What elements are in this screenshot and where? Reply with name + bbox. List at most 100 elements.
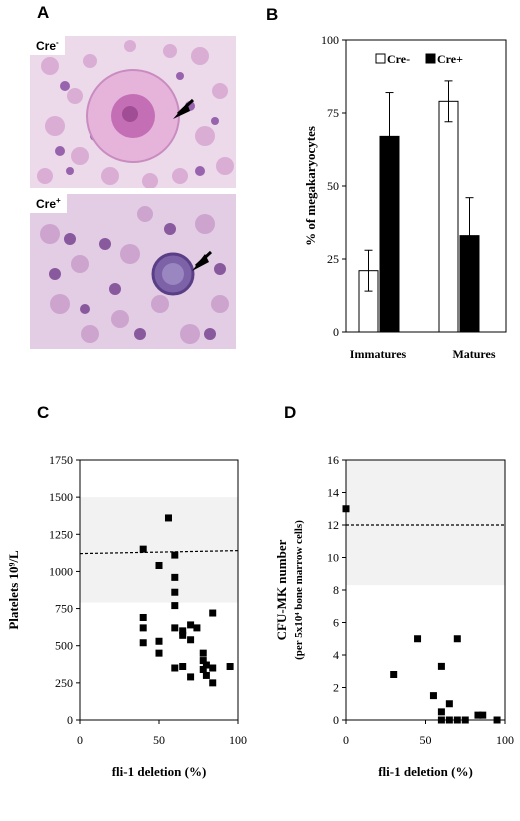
- y-tick-label: 14: [327, 486, 339, 500]
- data-point: [199, 657, 207, 665]
- data-point: [414, 635, 422, 643]
- y-axis-label: CFU-MK number: [274, 539, 289, 640]
- y-tick-label: 100: [321, 33, 339, 47]
- y-tick-label: 4: [333, 648, 339, 662]
- y-tick-label: 750: [55, 602, 73, 616]
- data-point: [193, 624, 201, 632]
- data-point: [342, 505, 350, 513]
- y-tick-label: 0: [333, 325, 339, 339]
- y-tick-label: 75: [327, 106, 339, 120]
- legend-swatch: [425, 53, 436, 64]
- y-tick-label: 8: [333, 583, 339, 597]
- y-axis-sublabel: (per 5x10⁴ bone marrow cells): [293, 520, 305, 660]
- data-point: [171, 588, 179, 596]
- data-point: [171, 664, 179, 672]
- legend-swatch: [375, 53, 386, 64]
- micrograph-cre-plus-image: [30, 194, 236, 349]
- y-axis-label: Platelets 10⁹/L: [6, 550, 21, 630]
- y-tick-label: 2: [333, 681, 339, 695]
- data-point: [139, 613, 147, 621]
- data-point: [226, 663, 234, 671]
- chart-c-platelets: 0 250 500 750 1000 1250 1500 1750 0 50 100 fli-1 de…: [6, 453, 247, 779]
- data-point: [493, 716, 501, 724]
- micrograph-cre-minus-image: [30, 36, 236, 188]
- data-point: [164, 514, 172, 522]
- y-tick-label: 500: [55, 639, 73, 653]
- reference-band: [346, 460, 505, 586]
- data-point: [437, 662, 445, 670]
- y-tick-label: 25: [327, 252, 339, 266]
- x-axis-label: fli-1 deletion (%): [378, 764, 473, 779]
- legend-label: Cre+: [437, 52, 463, 66]
- data-point: [179, 627, 187, 635]
- reference-line: [79, 550, 239, 555]
- y-tick-label: 12: [327, 518, 339, 532]
- data-point: [139, 624, 147, 632]
- data-point: [179, 663, 187, 671]
- y-tick-label: 10: [327, 551, 339, 565]
- panel-letter-a: A: [37, 3, 50, 22]
- y-tick-label: 0: [67, 713, 73, 727]
- data-point: [390, 671, 398, 678]
- data-point: [187, 673, 195, 681]
- data-point: [171, 573, 179, 581]
- label-cre-plus: Cre+: [30, 194, 67, 213]
- y-tick-label: 1000: [49, 564, 73, 578]
- data-point: [187, 621, 195, 629]
- data-point: [171, 551, 179, 559]
- data-point: [209, 609, 217, 617]
- data-point: [209, 679, 217, 687]
- data-point: [437, 716, 445, 724]
- label-cre-minus: Cre-: [30, 36, 65, 55]
- data-point: [171, 624, 179, 632]
- data-point: [453, 716, 461, 724]
- data-point: [429, 692, 437, 700]
- bar-cre-: [438, 100, 459, 333]
- x-tick-label: 100: [229, 733, 247, 747]
- y-tick-label: 1250: [49, 527, 73, 541]
- y-tick-label: 0: [333, 713, 339, 727]
- y-tick-label: 250: [55, 676, 73, 690]
- data-point: [139, 639, 147, 647]
- data-point: [453, 635, 461, 643]
- panel-letter-c: C: [37, 403, 50, 422]
- y-tick-label: 1750: [49, 453, 73, 467]
- data-point: [202, 671, 210, 679]
- data-point: [445, 716, 453, 724]
- y-tick-label: 6: [333, 616, 339, 630]
- data-point: [155, 649, 163, 657]
- x-tick-label: 50: [420, 733, 432, 747]
- data-point: [139, 545, 147, 553]
- y-tick-label: 1500: [49, 490, 73, 504]
- data-point: [437, 708, 445, 716]
- data-point: [461, 716, 469, 724]
- data-point: [171, 602, 179, 610]
- reference-band: [80, 497, 238, 603]
- x-tick-label: 100: [496, 733, 514, 747]
- panel-letter-b: B: [266, 5, 279, 24]
- y-tick-label: 16: [327, 453, 339, 467]
- panel-letter-d: D: [284, 403, 297, 422]
- legend-label: Cre-: [387, 52, 410, 66]
- data-point: [474, 711, 482, 719]
- x-tick-label: 0: [343, 733, 349, 747]
- data-point: [209, 664, 217, 672]
- chart-d-cfu-mk: 0 2 4 6 8 10 12 14 16 0 50 100 fli-1 deletion (%) CFU…: [274, 453, 514, 779]
- x-tick-label: 50: [153, 733, 165, 747]
- data-point: [199, 665, 207, 673]
- chart-b-megakaryocytes: 0 25 50 75 100 Immatures Matures Cre- Cre+ % of m…: [303, 33, 507, 361]
- data-point: [445, 700, 453, 708]
- micrograph-cre-minus: Cre-: [30, 36, 236, 188]
- data-point: [155, 561, 163, 569]
- y-axis-label: % of megakaryocytes: [303, 126, 318, 246]
- x-axis-label: fli-1 deletion (%): [112, 764, 207, 779]
- data-point: [187, 636, 195, 644]
- data-point: [202, 661, 210, 669]
- micrograph-cre-plus: Cre+: [30, 194, 236, 349]
- y-tick-label: 50: [327, 179, 339, 193]
- data-point: [479, 711, 487, 719]
- category-label: Immatures: [350, 347, 407, 361]
- data-point: [199, 649, 207, 657]
- data-point: [155, 637, 163, 645]
- data-point: [179, 631, 187, 639]
